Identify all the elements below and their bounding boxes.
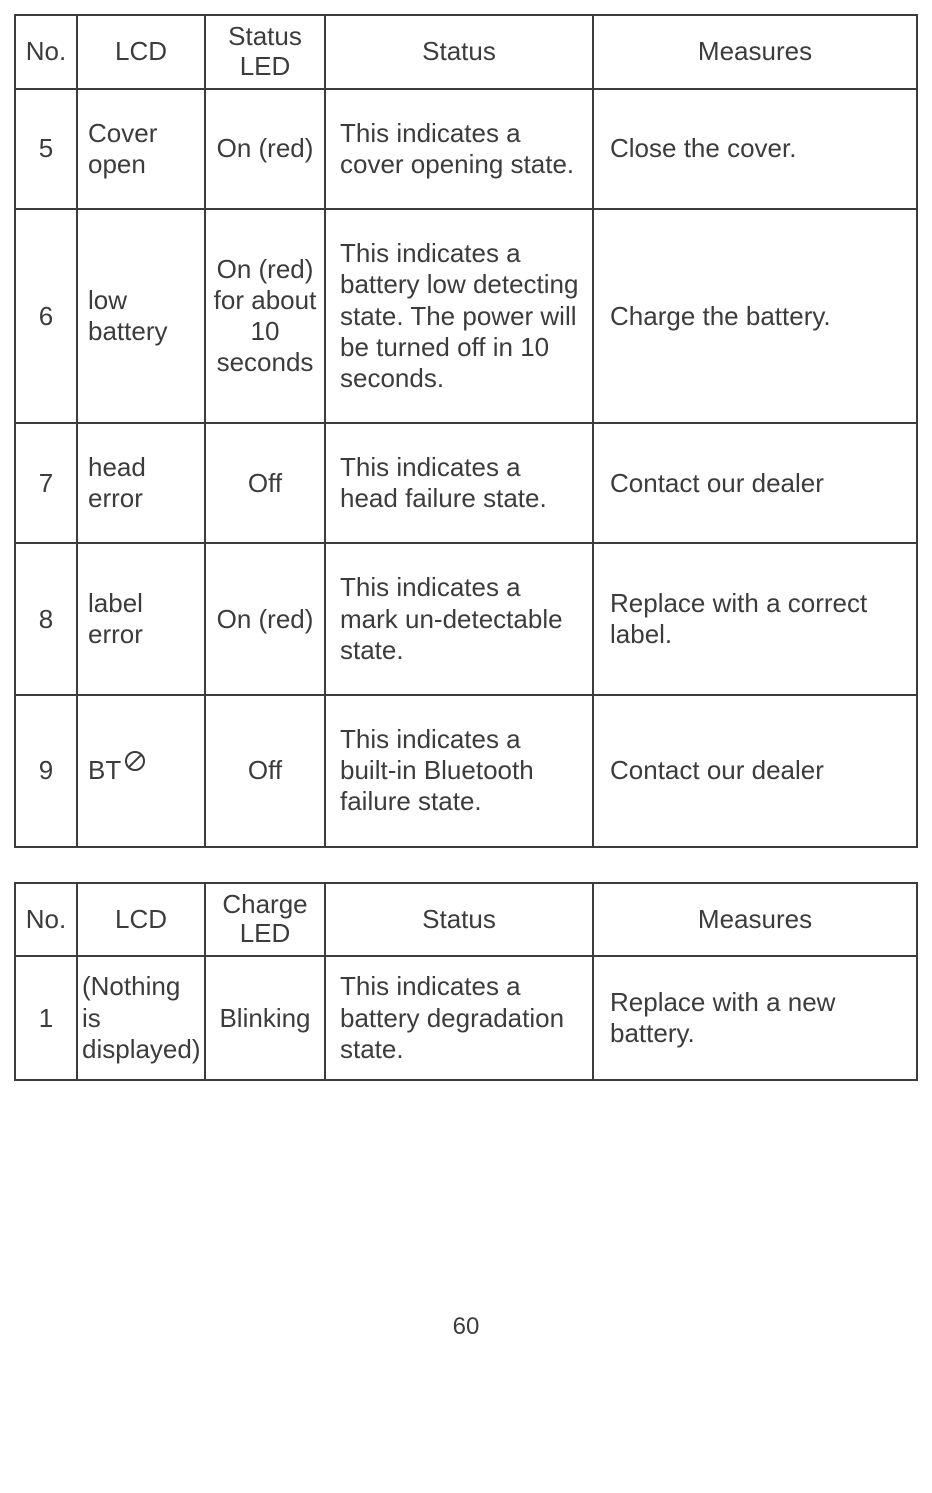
cell-led: Blinking bbox=[205, 956, 325, 1080]
cell-measures: Replace with a correct label. bbox=[593, 543, 917, 695]
header-status: Status bbox=[325, 883, 593, 957]
cell-status: This indicates a head failure state. bbox=[325, 423, 593, 543]
cell-lcd: low battery bbox=[77, 209, 205, 423]
cell-no: 6 bbox=[15, 209, 77, 423]
header-measures: Measures bbox=[593, 15, 917, 89]
cell-lcd: Cover open bbox=[77, 89, 205, 209]
table-header-row: No. LCD Charge LED Status Measures bbox=[15, 883, 917, 957]
cell-no: 5 bbox=[15, 89, 77, 209]
cell-measures: Contact our dealer bbox=[593, 695, 917, 847]
cell-lcd: (Nothing is displayed) bbox=[77, 956, 205, 1080]
cell-lcd: BT bbox=[77, 695, 205, 847]
header-led-line2: LED bbox=[240, 918, 291, 948]
status-led-table: No. LCD Status LED Status Measures 5 Cov… bbox=[14, 14, 918, 848]
table-row: 5 Cover open On (red) This indicates a c… bbox=[15, 89, 917, 209]
cell-status: This indicates a cover opening state. bbox=[325, 89, 593, 209]
table-row: 7 head error Off This indicates a head f… bbox=[15, 423, 917, 543]
header-lcd: LCD bbox=[77, 15, 205, 89]
cell-no: 1 bbox=[15, 956, 77, 1080]
cell-measures: Charge the battery. bbox=[593, 209, 917, 423]
page-number: 60 bbox=[14, 1313, 918, 1341]
cell-no: 7 bbox=[15, 423, 77, 543]
cell-status: This indicates a battery degradation sta… bbox=[325, 956, 593, 1080]
table-row: 9 BT Off This indicates a built-in Bluet… bbox=[15, 695, 917, 847]
cell-measures: Contact our dealer bbox=[593, 423, 917, 543]
table-header-row: No. LCD Status LED Status Measures bbox=[15, 15, 917, 89]
header-led-line2: LED bbox=[240, 51, 291, 81]
cell-measures: Close the cover. bbox=[593, 89, 917, 209]
cell-measures: Replace with a new battery. bbox=[593, 956, 917, 1080]
charge-led-table: No. LCD Charge LED Status Measures 1 (No… bbox=[14, 882, 918, 1081]
header-led-line1: Charge bbox=[222, 889, 307, 919]
cell-no: 9 bbox=[15, 695, 77, 847]
table-row: 8 label error On (red) This indicates a … bbox=[15, 543, 917, 695]
cell-led: On (red) bbox=[205, 89, 325, 209]
header-led-line1: Status bbox=[228, 21, 302, 51]
prohibit-icon bbox=[123, 749, 147, 780]
cell-led: Off bbox=[205, 695, 325, 847]
cell-lcd: label error bbox=[77, 543, 205, 695]
table-gap bbox=[14, 848, 918, 882]
bt-label-wrap: BT bbox=[88, 755, 147, 786]
cell-status: This indicates a battery low detecting s… bbox=[325, 209, 593, 423]
table-row: 6 low battery On (red) for about 10 seco… bbox=[15, 209, 917, 423]
cell-led: On (red) bbox=[205, 543, 325, 695]
cell-no: 8 bbox=[15, 543, 77, 695]
header-no: No. bbox=[15, 15, 77, 89]
cell-lcd-text: BT bbox=[88, 755, 121, 786]
document-page: No. LCD Status LED Status Measures 5 Cov… bbox=[0, 0, 932, 1341]
header-charge-led: Charge LED bbox=[205, 883, 325, 957]
cell-lcd: head error bbox=[77, 423, 205, 543]
cell-status: This indicates a mark un-detectable stat… bbox=[325, 543, 593, 695]
header-no: No. bbox=[15, 883, 77, 957]
cell-led: Off bbox=[205, 423, 325, 543]
header-status: Status bbox=[325, 15, 593, 89]
header-lcd: LCD bbox=[77, 883, 205, 957]
header-measures: Measures bbox=[593, 883, 917, 957]
header-status-led: Status LED bbox=[205, 15, 325, 89]
cell-led: On (red) for about 10 seconds bbox=[205, 209, 325, 423]
table-row: 1 (Nothing is displayed) Blinking This i… bbox=[15, 956, 917, 1080]
cell-status: This indicates a built-in Bluetooth fail… bbox=[325, 695, 593, 847]
